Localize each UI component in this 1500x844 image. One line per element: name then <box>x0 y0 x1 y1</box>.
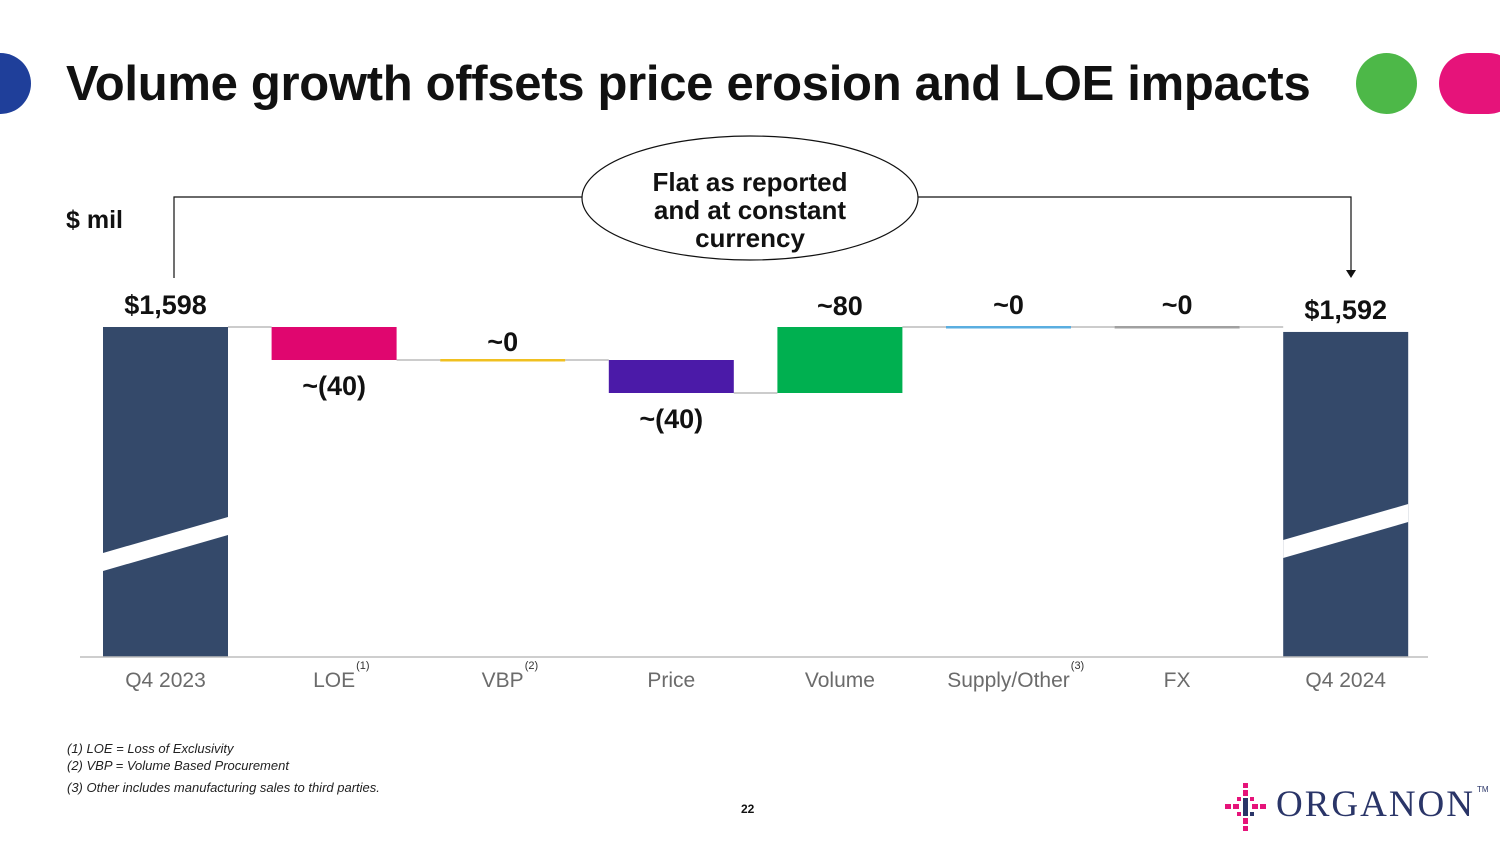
category-label-0: Q4 2023 <box>125 669 206 692</box>
bracket-left <box>173 196 582 278</box>
bar-0 <box>103 327 228 657</box>
category-label-5: Supply/Other <box>947 669 1070 692</box>
superscript-2: (2) <box>525 660 538 672</box>
bar-3 <box>608 360 734 393</box>
bracket-right <box>918 196 1352 272</box>
category-label-4: Volume <box>805 669 875 692</box>
category-label-6: FX <box>1164 669 1191 692</box>
bar-2 <box>440 359 566 362</box>
units-label: $ mil <box>66 206 123 234</box>
organon-logo: ORGANON TM <box>1224 782 1490 832</box>
callout-line-1: Flat as reported <box>652 167 847 197</box>
bar-6 <box>1114 326 1240 329</box>
bar-7 <box>1283 331 1409 657</box>
footnote-3: (3) Other includes manufacturing sales t… <box>67 780 380 795</box>
slide-title: Volume growth offsets price erosion and … <box>66 57 1311 111</box>
logo-trademark: TM <box>1477 785 1489 794</box>
category-label-3: Price <box>647 669 695 692</box>
axis-break-0 <box>103 517 228 571</box>
value-label-0: $1,598 <box>124 290 207 320</box>
bracket-arrowhead <box>1346 270 1356 278</box>
bar-1 <box>271 327 397 360</box>
category-label-7: Q4 2024 <box>1305 669 1386 692</box>
organon-mark-icon <box>1225 783 1266 831</box>
value-label-1: ~(40) <box>302 371 366 401</box>
page-number: 22 <box>741 802 755 816</box>
callout-line-3: currency <box>695 223 805 253</box>
callout-line-2: and at constant <box>654 195 846 225</box>
axis-break-7 <box>1283 504 1409 558</box>
decor-green-circle <box>1356 53 1417 114</box>
category-label-1: LOE <box>313 669 355 692</box>
decor-pink-pill <box>1439 53 1500 114</box>
footnote-2: (2) VBP = Volume Based Procurement <box>67 758 289 773</box>
value-label-3: ~(40) <box>639 404 703 434</box>
superscript-5: (3) <box>1071 660 1084 672</box>
value-label-4: ~80 <box>817 291 863 321</box>
value-label-7: $1,592 <box>1304 295 1387 325</box>
value-label-2: ~0 <box>487 327 518 357</box>
chart-marks: $1,598 Q4 2023 ~(40) LOE(1) ~0 VBP(2) ~(40) Pri… <box>103 290 1409 692</box>
value-label-5: ~0 <box>993 290 1024 320</box>
superscript-1: (1) <box>356 660 369 672</box>
bar-4 <box>777 327 903 393</box>
bar-5 <box>946 326 1071 329</box>
category-label-2: VBP <box>482 669 524 692</box>
logo-wordmark: ORGANON <box>1276 784 1475 825</box>
footnotes: (1) LOE = Loss of Exclusivity (2) VBP = … <box>67 740 380 796</box>
value-label-6: ~0 <box>1162 290 1193 320</box>
footnote-1: (1) LOE = Loss of Exclusivity <box>67 741 234 756</box>
callout-ellipse <box>581 135 919 261</box>
